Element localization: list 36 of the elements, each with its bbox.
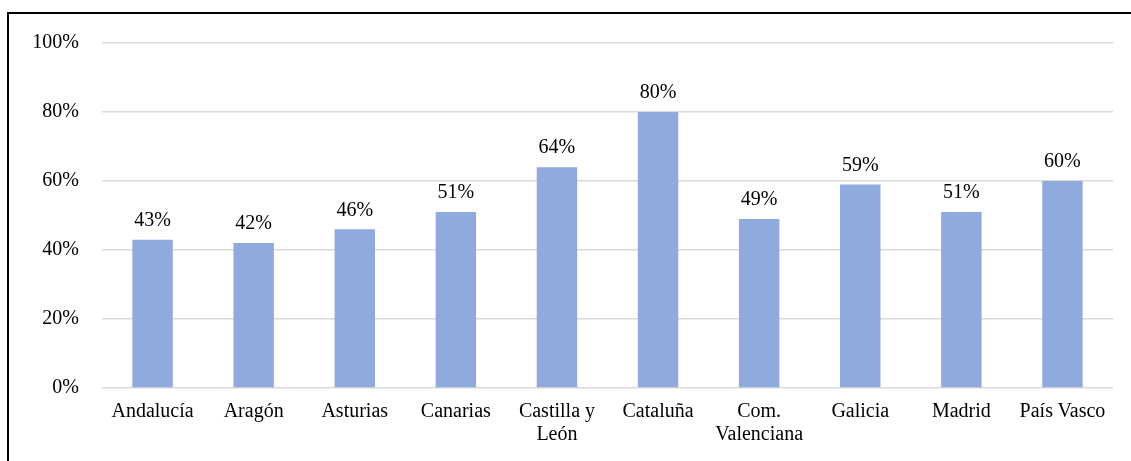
y-tick-label: 0% xyxy=(52,375,79,398)
x-tick-label: Cataluña xyxy=(622,398,694,421)
bar xyxy=(738,218,780,388)
x-tick-label: Andalucía xyxy=(111,398,194,421)
x-tick-label: Asturias xyxy=(321,398,389,421)
data-label: 59% xyxy=(841,152,879,175)
bar xyxy=(435,212,477,388)
bar xyxy=(132,239,173,388)
data-label: 46% xyxy=(336,197,374,220)
bar xyxy=(334,229,375,388)
y-tick-label: 40% xyxy=(42,237,79,260)
bar xyxy=(840,184,881,388)
data-label: 64% xyxy=(538,135,576,158)
bar xyxy=(637,112,679,388)
x-tick-label: Com. Valenciana xyxy=(715,398,804,444)
data-label: 80% xyxy=(639,80,677,103)
x-tick-label: Aragón xyxy=(223,398,284,422)
x-tick-label: Madrid xyxy=(931,398,991,421)
bar xyxy=(536,167,578,388)
y-tick-label: 60% xyxy=(42,168,79,191)
y-tick-label: 100% xyxy=(32,30,79,53)
data-label: 51% xyxy=(943,180,980,203)
bar xyxy=(1042,181,1083,388)
data-label: 51% xyxy=(437,180,475,203)
data-label: 43% xyxy=(134,207,171,230)
data-label: 49% xyxy=(740,187,778,210)
bar xyxy=(233,243,274,388)
bar xyxy=(941,212,982,388)
y-tick-label: 20% xyxy=(42,306,79,329)
x-tick-label: País Vasco xyxy=(1019,398,1106,421)
x-tick-label: Canarias xyxy=(420,398,492,421)
x-tick-label: Castilla y León xyxy=(518,398,595,444)
y-tick-label: 80% xyxy=(42,99,79,122)
data-label: 42% xyxy=(235,211,272,234)
x-tick-label: Galicia xyxy=(831,398,890,421)
data-label: 60% xyxy=(1044,149,1081,172)
